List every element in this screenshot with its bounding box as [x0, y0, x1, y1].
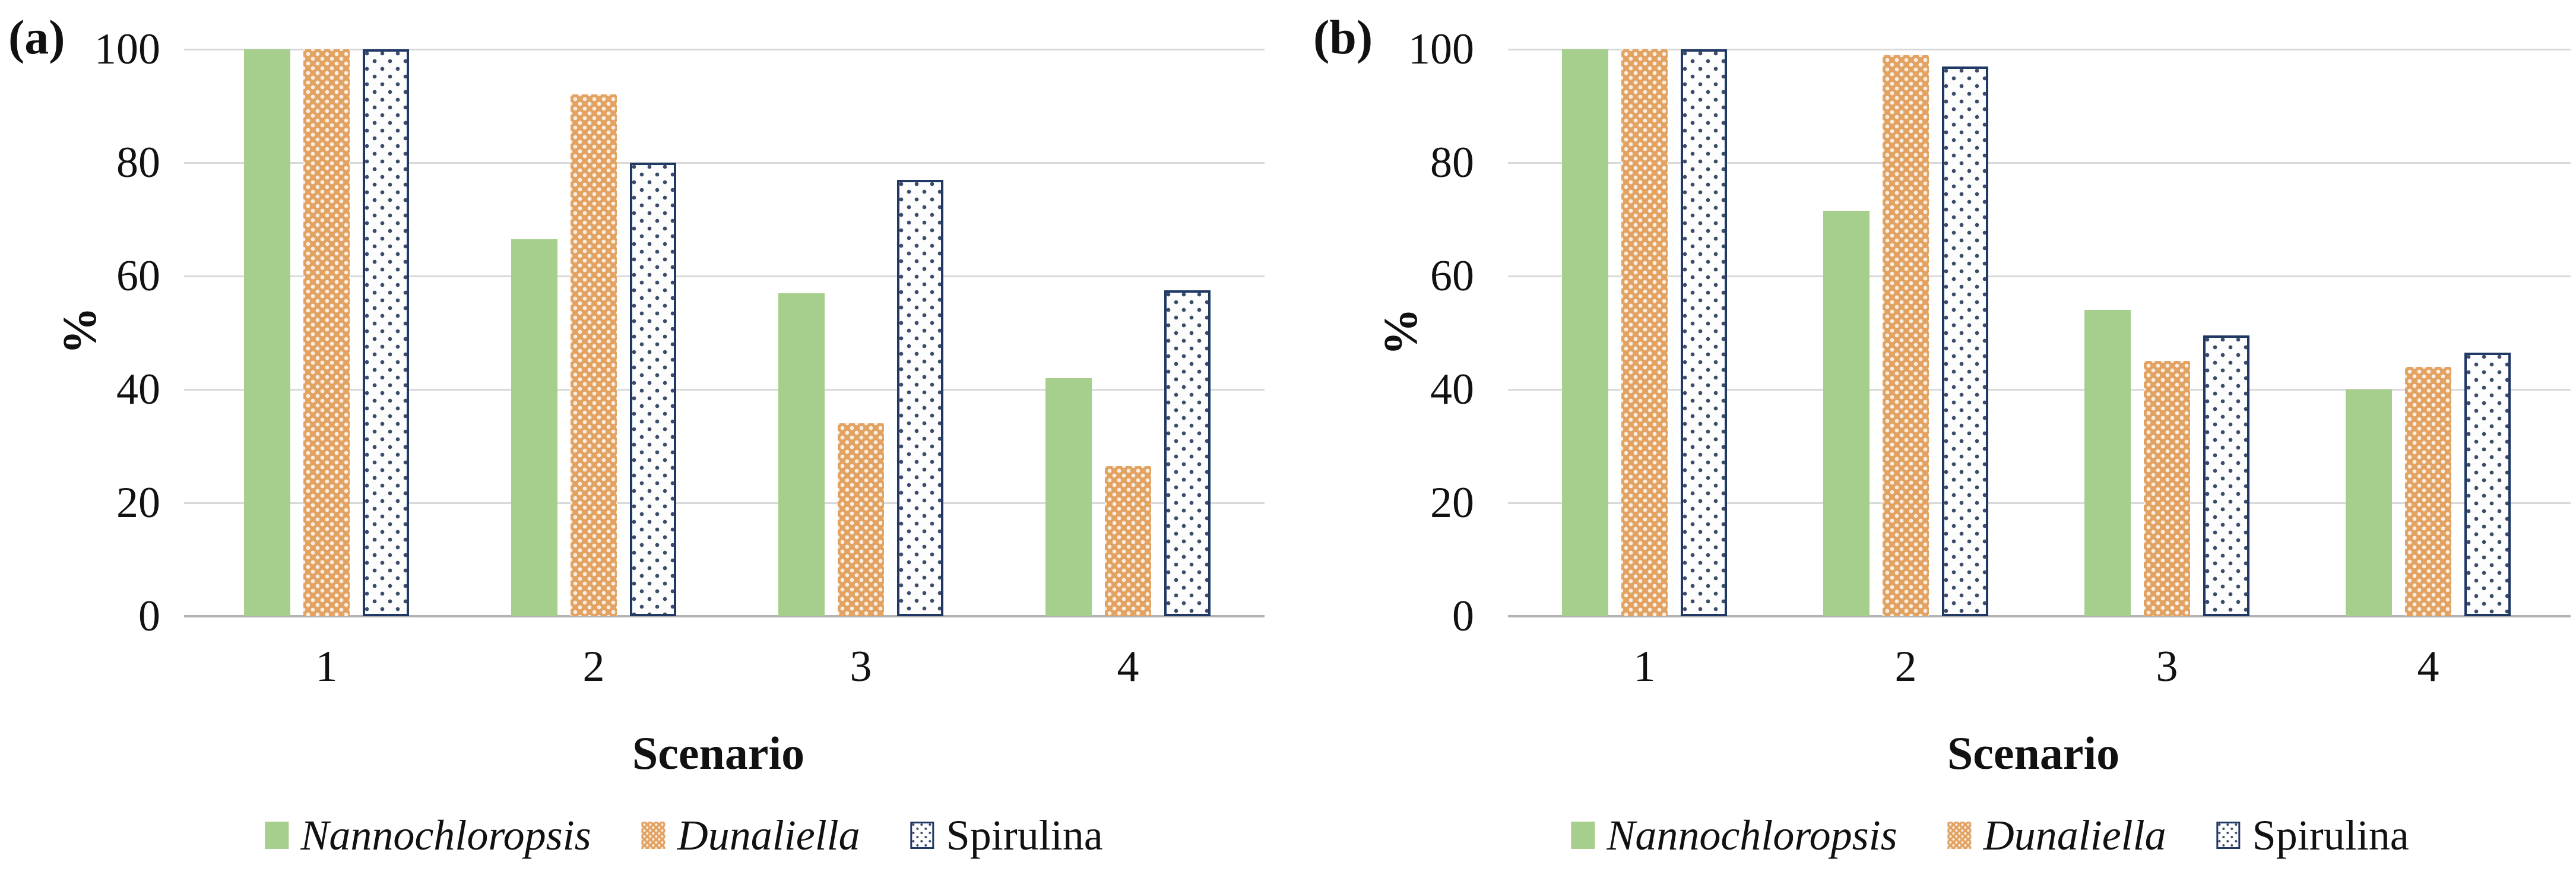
legend-swatch-nannochloropsis-icon — [265, 822, 289, 849]
gridline — [1508, 48, 2571, 50]
bar-nannochloropsis-scenario-4 — [1045, 378, 1092, 616]
gridline — [184, 48, 1265, 50]
gridline — [1508, 275, 2571, 277]
x-axis-line — [1508, 615, 2571, 617]
y-tick-label: 20 — [116, 478, 160, 527]
gridline — [1508, 161, 2571, 164]
gridline — [184, 388, 1265, 391]
bar-nannochloropsis-scenario-1 — [244, 49, 290, 616]
x-axis-title: Scenario — [632, 727, 805, 779]
bar-dunaliella-scenario-4 — [1105, 465, 1151, 616]
legend-swatch-nannochloropsis-icon — [1571, 822, 1595, 849]
legend-swatch-spirulina-icon — [2216, 822, 2241, 849]
bar-dunaliella-scenario-2 — [1883, 55, 1929, 616]
x-tick-label: 2 — [1894, 642, 1917, 691]
bar-spirulina-scenario-2 — [1942, 66, 1988, 616]
bar-spirulina-scenario-4 — [2464, 352, 2511, 616]
y-tick-label: 100 — [1408, 25, 1474, 74]
bar-nannochloropsis-scenario-2 — [1823, 211, 1870, 616]
bar-nannochloropsis-scenario-4 — [2346, 389, 2392, 616]
legend-label-nannochloropsis: Nannochloropsis — [1607, 812, 1897, 859]
bar-nannochloropsis-scenario-1 — [1562, 49, 1608, 616]
bar-dunaliella-scenario-1 — [303, 49, 350, 616]
y-tick-label: 40 — [1430, 365, 1474, 414]
x-tick-label: 4 — [2417, 642, 2439, 691]
y-tick-label: 40 — [116, 365, 160, 414]
legend: Nannochloropsis Dunaliella Spirulina — [265, 812, 1103, 859]
bar-dunaliella-scenario-2 — [571, 94, 617, 616]
y-tick-label: 20 — [1430, 478, 1474, 527]
y-tick-label: 0 — [138, 592, 160, 641]
legend-item-dunaliella: Dunaliella — [1947, 812, 2166, 859]
gridline — [184, 161, 1265, 164]
y-tick-label: 80 — [116, 138, 160, 187]
y-tick-label: 60 — [1430, 252, 1474, 300]
gridline — [184, 502, 1265, 504]
bar-dunaliella-scenario-1 — [1621, 49, 1668, 616]
bar-dunaliella-scenario-4 — [2405, 366, 2451, 616]
x-tick-label: 3 — [850, 642, 872, 691]
bar-spirulina-scenario-4 — [1164, 290, 1211, 616]
x-tick-label: 4 — [1117, 642, 1139, 691]
gridline — [184, 275, 1265, 277]
bar-spirulina-scenario-3 — [897, 179, 943, 616]
legend-label-nannochloropsis: Nannochloropsis — [300, 812, 591, 859]
y-tick-label: 0 — [1452, 592, 1474, 641]
bar-spirulina-scenario-3 — [2203, 335, 2249, 616]
legend-label-spirulina: Spirulina — [946, 812, 1103, 859]
x-axis-title: Scenario — [1947, 727, 2120, 779]
bar-nannochloropsis-scenario-3 — [2084, 310, 2131, 616]
x-tick-label: 2 — [582, 642, 605, 691]
legend-label-dunaliella: Dunaliella — [677, 812, 860, 859]
panel-label: (b) — [1313, 10, 1373, 64]
gridline — [1508, 502, 2571, 504]
bar-nannochloropsis-scenario-2 — [511, 239, 557, 616]
bar-dunaliella-scenario-3 — [838, 423, 884, 616]
legend-label-dunaliella: Dunaliella — [1983, 812, 2166, 859]
y-tick-label: 60 — [116, 252, 160, 300]
bar-spirulina-scenario-1 — [1681, 49, 1727, 616]
gridline — [1508, 388, 2571, 391]
legend: Nannochloropsis Dunaliella Spirulina — [1571, 812, 2409, 858]
legend-swatch-dunaliella-icon — [1947, 822, 1972, 849]
x-tick-label: 1 — [1633, 642, 1656, 691]
legend-item-nannochloropsis: Nannochloropsis — [1571, 812, 1897, 858]
legend-item-dunaliella: Dunaliella — [641, 812, 860, 859]
bar-dunaliella-scenario-3 — [2144, 361, 2190, 616]
y-axis-title: % — [54, 307, 106, 354]
x-tick-label: 3 — [2156, 642, 2178, 691]
x-tick-label: 1 — [315, 642, 338, 691]
bar-spirulina-scenario-2 — [630, 163, 676, 616]
y-axis-title: % — [1375, 308, 1427, 356]
legend-swatch-spirulina-icon — [910, 822, 934, 849]
y-tick-label: 100 — [94, 25, 160, 74]
legend-label-spirulina: Spirulina — [2252, 812, 2409, 859]
panel-label: (a) — [8, 10, 65, 64]
bar-nannochloropsis-scenario-3 — [778, 293, 825, 616]
x-axis-line — [184, 615, 1265, 617]
legend-item-spirulina: Spirulina — [2216, 812, 2409, 859]
y-tick-label: 80 — [1430, 138, 1474, 187]
legend-swatch-dunaliella-icon — [641, 822, 666, 849]
legend-item-nannochloropsis: Nannochloropsis — [265, 812, 591, 858]
legend-item-spirulina: Spirulina — [910, 812, 1103, 859]
bar-spirulina-scenario-1 — [363, 49, 409, 616]
